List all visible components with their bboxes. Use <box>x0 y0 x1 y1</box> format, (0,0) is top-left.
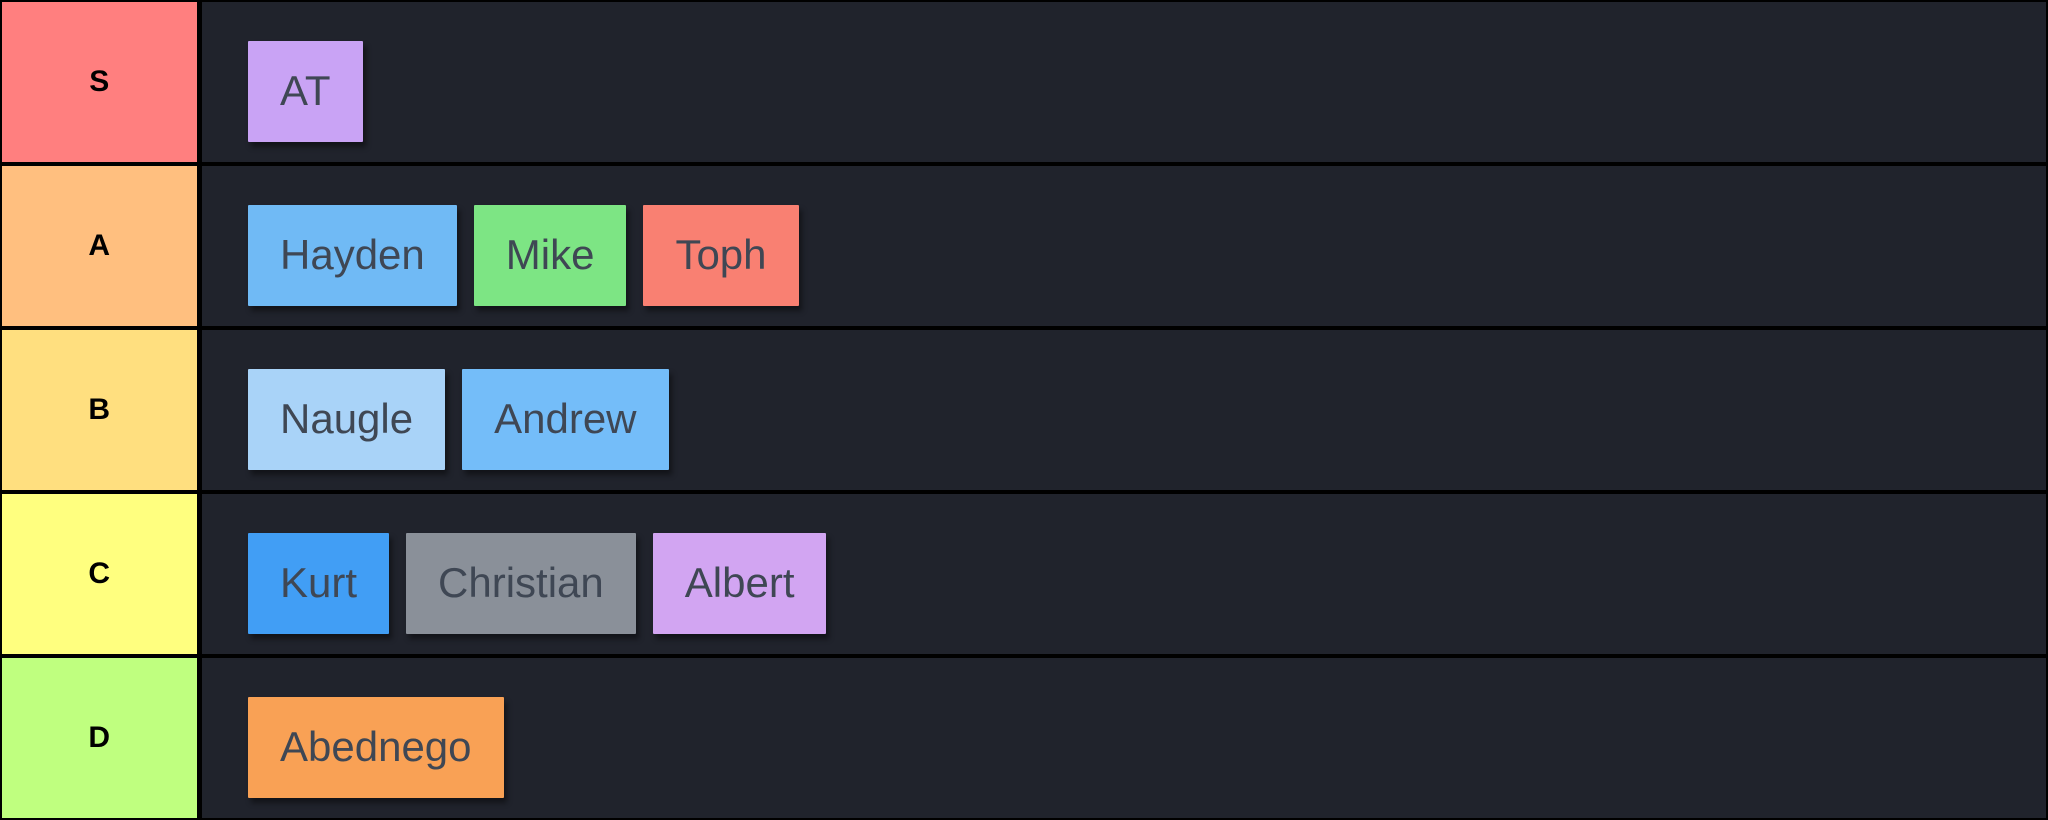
tier-item-label: Hayden <box>280 231 425 278</box>
tier-item[interactable]: Andrew <box>462 368 669 470</box>
tier-dropzone[interactable]: AT <box>202 2 2046 162</box>
tier-item-label: Mike <box>505 231 595 278</box>
tier-label-text: B <box>88 393 111 426</box>
tier-item-label: Albert <box>684 559 795 606</box>
tier-item[interactable]: Mike <box>473 204 627 306</box>
tier-label-text: S <box>89 65 110 98</box>
tier-item-label: Abednego <box>280 723 472 770</box>
tier-item-label: Andrew <box>494 395 637 442</box>
tier-item[interactable]: Albert <box>652 532 827 634</box>
tier-item-label: Toph <box>675 231 767 278</box>
tier-dropzone[interactable]: Hayden Mike Toph <box>202 166 2046 326</box>
tier-item[interactable]: Naugle <box>248 368 446 470</box>
tier-row: D Abednego <box>2 658 2046 818</box>
tier-item-label: AT <box>280 67 331 114</box>
tier-item[interactable]: Abednego <box>248 696 504 798</box>
tier-label: B <box>2 330 197 490</box>
tier-label: C <box>2 494 197 654</box>
tier-label: S <box>2 2 197 162</box>
tier-row: B Naugle Andrew <box>2 330 2046 490</box>
tier-label-text: D <box>88 721 111 754</box>
tier-row: C Kurt Christian Albert <box>2 494 2046 654</box>
tier-row: A Hayden Mike Toph <box>2 166 2046 326</box>
tier-dropzone[interactable]: Naugle Andrew <box>202 330 2046 490</box>
tier-row: S AT <box>2 2 2046 162</box>
tier-item-label: Kurt <box>280 559 358 606</box>
tier-label: D <box>2 658 197 818</box>
tier-dropzone[interactable]: Abednego <box>202 658 2046 818</box>
tier-dropzone[interactable]: Kurt Christian Albert <box>202 494 2046 654</box>
tier-item[interactable]: Toph <box>643 204 799 306</box>
tier-label-text: C <box>88 557 111 590</box>
tier-label: A <box>2 166 197 326</box>
tier-label-text: A <box>88 229 111 262</box>
tier-item[interactable]: Christian <box>406 532 636 634</box>
tier-item[interactable]: Kurt <box>248 532 390 634</box>
tier-item[interactable]: AT <box>248 40 363 142</box>
tier-item-label: Christian <box>438 559 604 606</box>
tier-item[interactable]: Hayden <box>248 204 457 306</box>
tier-item-label: Naugle <box>280 395 414 442</box>
